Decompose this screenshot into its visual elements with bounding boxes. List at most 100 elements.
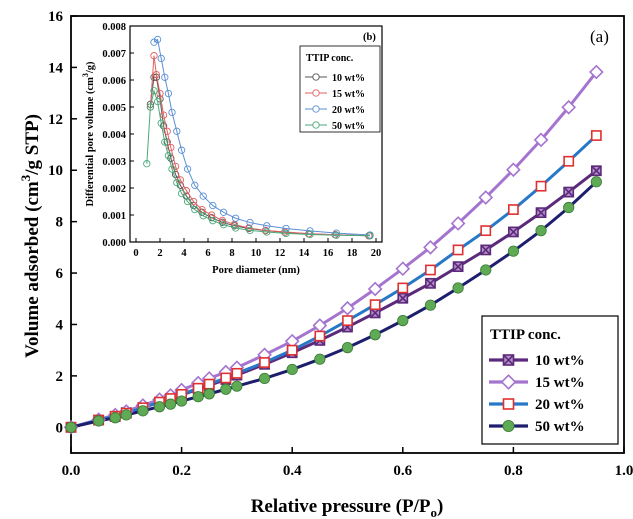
inset-data-point <box>150 52 158 60</box>
main-data-point <box>563 155 575 167</box>
main-x-tick-label: 1.0 <box>615 463 633 479</box>
inset-data-point <box>164 151 173 160</box>
main-data-point <box>424 299 437 311</box>
main-x-axis: 0.0 0.2 0.4 0.6 0.8 1.0 <box>62 447 633 479</box>
inset-y-tick-label: 0.002 <box>102 184 126 195</box>
inset-series-20-wt <box>150 35 374 239</box>
main-data-point <box>590 130 602 141</box>
main-series-group <box>63 64 604 435</box>
main-chart: 0.0 0.2 0.4 0.6 0.8 1.0 0 2 4 6 8 10 12 14 16 (a) Rel… <box>18 9 633 519</box>
inset-y-axis-label-sup: 3 <box>81 73 90 77</box>
main-y-tick-label: 12 <box>48 112 63 128</box>
main-data-point <box>153 401 166 413</box>
panel-label-b: (b) <box>363 32 376 43</box>
inset-data-point <box>163 138 171 146</box>
main-legend-item-15-wt: 15 wt% <box>489 374 585 391</box>
inset-legend-box <box>299 45 381 133</box>
inset-y-tick-label: 0.003 <box>102 157 126 168</box>
main-data-point <box>589 64 604 80</box>
main-legend-title: TTIP conc. <box>490 327 561 343</box>
main-data-point <box>480 225 492 237</box>
inset-data-point <box>146 103 155 111</box>
main-data-point <box>507 245 520 257</box>
main-y-tick-label: 4 <box>56 317 64 333</box>
inset-legend-item-20-wt: 20 wt% <box>305 105 365 116</box>
inset-data-point <box>231 224 240 232</box>
main-y-tick-label: 10 <box>48 163 63 179</box>
main-data-point <box>563 201 575 214</box>
main-data-point <box>533 132 549 148</box>
main-legend-label: 15 wt% <box>535 375 585 391</box>
main-data-point <box>397 282 409 294</box>
main-legend-marker <box>502 419 515 432</box>
main-y-tick-label: 16 <box>48 9 64 25</box>
inset-data-point <box>332 229 341 237</box>
inset-x-tick-label: 12 <box>275 248 286 259</box>
main-legend-marker <box>502 398 515 410</box>
inset-legend-label: 15 wt% <box>332 89 365 100</box>
inset-legend-label: 10 wt% <box>332 73 365 84</box>
inset-x-tick-label: 4 <box>181 248 187 259</box>
inset-data-point <box>173 178 181 187</box>
inset-series-50-wt <box>143 87 374 240</box>
main-data-point <box>314 353 326 365</box>
inset-y-tick-label: 0.006 <box>102 76 126 87</box>
inset-data-point <box>183 165 192 173</box>
inset-legend-label: 20 wt% <box>332 105 365 116</box>
inset-data-point <box>163 127 171 135</box>
inset-data-point <box>159 111 168 119</box>
inset-x-tick-label: 14 <box>299 248 310 259</box>
inset-x-axis-label: Pore diameter (nm) <box>212 265 300 276</box>
inset-data-point <box>219 221 228 229</box>
inset-data-point <box>332 231 341 239</box>
inset-data-point <box>161 138 169 146</box>
inset-legend-marker <box>312 105 320 113</box>
inset-legend-item-15-wt: 15 wt% <box>305 89 365 100</box>
main-data-point <box>367 281 383 297</box>
main-y-axis-label-text: Volume adsorbed (cm <box>22 181 43 358</box>
main-legend-label: 10 wt% <box>535 353 585 369</box>
main-data-point <box>480 264 492 276</box>
main-plot-frame <box>70 15 625 454</box>
inset-data-point <box>191 205 199 214</box>
inset-legend-item-50-wt: 50 wt% <box>305 121 365 132</box>
main-data-point <box>340 300 355 316</box>
main-y-tick-label: 2 <box>56 369 64 385</box>
inset-data-point <box>218 216 227 225</box>
inset-legend-marker <box>312 89 320 97</box>
main-data-point <box>137 405 149 417</box>
inset-data-point <box>219 208 228 216</box>
main-legend: TTIP conc. 10 wt% 15 wt% 20 wt% 50 wt% <box>481 315 619 445</box>
main-y-axis-label: Volume adsorbed (cm3/g STP) <box>18 114 43 358</box>
main-data-point <box>397 315 409 327</box>
main-data-point <box>203 388 215 400</box>
inset-data-point <box>173 127 181 135</box>
main-data-point <box>535 207 547 219</box>
inset-legend: TTIP conc. 10 wt% 15 wt% 20 wt% 50 wt% <box>299 45 381 133</box>
main-data-point <box>164 398 177 410</box>
inset-series-line <box>149 55 369 237</box>
inset-y-tick-label: 0.000 <box>102 238 126 249</box>
main-data-point <box>563 186 575 198</box>
inset-data-point <box>231 214 240 222</box>
inset-legend-marker <box>312 73 320 81</box>
inset-data-point <box>199 192 207 200</box>
main-y-tick-label: 14 <box>48 60 64 76</box>
inset-y-tick-label: 0.004 <box>102 130 126 141</box>
main-data-point <box>286 344 298 356</box>
main-data-point <box>507 204 519 215</box>
inset-x-axis: 0 2 4 6 8 10 12 14 16 18 20 <box>133 238 381 259</box>
main-data-point <box>220 383 232 395</box>
main-y-axis-label-close: /g STP) <box>22 114 43 176</box>
main-data-point <box>425 264 436 276</box>
inset-x-tick-label: 0 <box>133 248 138 259</box>
main-x-axis-label-close: ) <box>437 496 443 517</box>
inset-data-point <box>246 218 254 227</box>
main-data-point <box>395 261 411 277</box>
inset-data-point <box>153 97 162 106</box>
main-data-point <box>231 380 243 392</box>
main-data-point <box>478 190 494 205</box>
panel-label-a: (a) <box>590 27 609 46</box>
main-data-point <box>93 415 105 427</box>
inset-legend-title: TTIP conc. <box>306 53 354 64</box>
